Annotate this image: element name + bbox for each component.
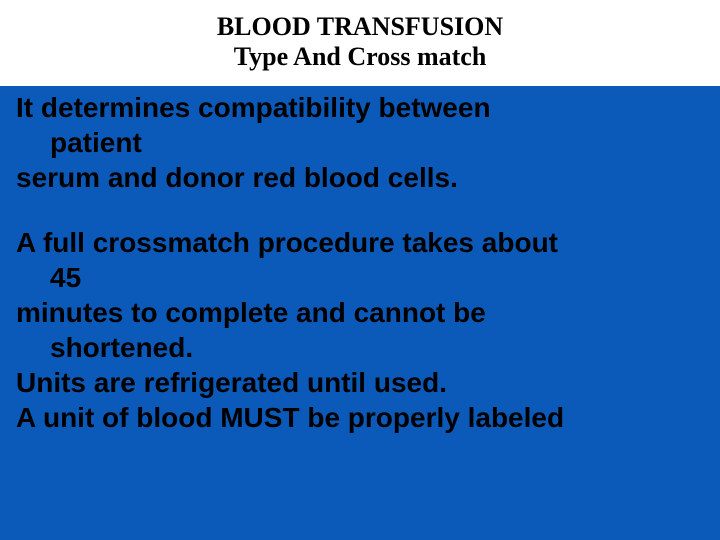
- para1-line2: patient: [16, 125, 704, 160]
- slide-body: It determines compatibility between pati…: [0, 86, 720, 540]
- para2-line1: A full crossmatch procedure takes about: [16, 225, 704, 260]
- para2-line2: 45: [16, 260, 704, 295]
- para2-line5: Units are refrigerated until used.: [16, 365, 704, 400]
- para1-line3: serum and donor red blood cells.: [16, 160, 704, 195]
- para2-line6: A unit of blood MUST be properly labeled: [16, 400, 704, 435]
- paragraph-gap: [16, 195, 704, 225]
- slide-header: BLOOD TRANSFUSION Type And Cross match: [0, 0, 720, 86]
- para1-line1: It determines compatibility between: [16, 90, 704, 125]
- para2-line4: shortened.: [16, 330, 704, 365]
- slide: BLOOD TRANSFUSION Type And Cross match I…: [0, 0, 720, 540]
- title-line-1: BLOOD TRANSFUSION: [0, 12, 720, 42]
- title-line-2: Type And Cross match: [0, 42, 720, 72]
- para2-line3: minutes to complete and cannot be: [16, 295, 704, 330]
